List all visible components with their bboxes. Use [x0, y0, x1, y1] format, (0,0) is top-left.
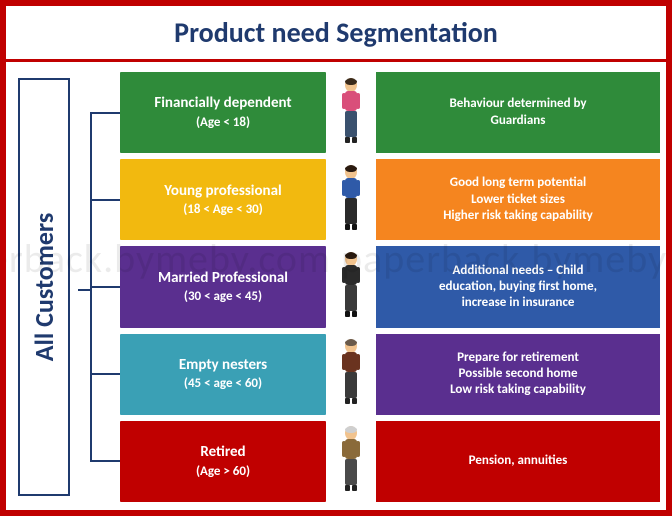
- root-node: All Customers: [18, 78, 70, 496]
- segment-title: Financially dependent: [154, 95, 291, 112]
- title-bar: Product need Segmentation: [6, 6, 666, 62]
- persona: [330, 159, 372, 240]
- connector-branch: [90, 112, 120, 114]
- detail-box: Good long term potentialLower ticket siz…: [376, 159, 660, 240]
- persona-icon: [337, 164, 365, 236]
- detail-line: Higher risk taking capability: [443, 208, 593, 224]
- detail-box: Prepare for retirementPossible second ho…: [376, 334, 660, 415]
- segment-box: Retired (Age > 60): [120, 421, 326, 502]
- detail-line: Pension, annuities: [469, 453, 568, 469]
- detail-line: education, buying first home,: [439, 279, 597, 295]
- detail-line: Good long term potential: [450, 175, 586, 191]
- detail-line: Guardians: [491, 113, 546, 129]
- segment-subtitle: (Age > 60): [196, 464, 250, 479]
- segment-subtitle: (18 < Age < 30): [183, 202, 263, 217]
- connector-column: [78, 68, 120, 510]
- detail-box: Pension, annuities: [376, 421, 660, 502]
- segment-subtitle: (45 < age < 60): [184, 376, 262, 391]
- detail-line: increase in insurance: [462, 295, 575, 311]
- segment-row: Retired (Age > 60) Pension, annuities: [120, 421, 660, 502]
- detail-line: Behaviour determined by: [449, 96, 586, 112]
- root-label: All Customers: [28, 213, 60, 361]
- diagram-title: Product need Segmentation: [174, 15, 498, 50]
- segment-subtitle: (30 < age < 45): [184, 289, 262, 304]
- detail-line: Additional needs – Child: [453, 263, 584, 279]
- segment-title: Empty nesters: [179, 357, 267, 374]
- segments-column: Financially dependent (Age < 18) Behaviou…: [120, 68, 666, 510]
- detail-box: Behaviour determined byGuardians: [376, 72, 660, 153]
- segment-box: Married Professional (30 < age < 45): [120, 246, 326, 327]
- persona: [330, 72, 372, 153]
- detail-line: Prepare for retirement: [457, 350, 579, 366]
- segment-row: Financially dependent (Age < 18) Behaviou…: [120, 72, 660, 153]
- connector-branch: [90, 373, 120, 375]
- persona: [330, 334, 372, 415]
- detail-box: Additional needs – Childeducation, buyin…: [376, 246, 660, 327]
- segment-subtitle: (Age < 18): [196, 115, 250, 130]
- persona-icon: [337, 77, 365, 149]
- segment-title: Retired: [200, 444, 245, 461]
- persona: [330, 421, 372, 502]
- detail-line: Lower ticket sizes: [471, 192, 565, 208]
- segment-box: Young professional (18 < Age < 30): [120, 159, 326, 240]
- connector-branch: [90, 460, 120, 462]
- segment-title: Young professional: [164, 183, 281, 200]
- segment-title: Married Professional: [158, 270, 288, 287]
- segment-box: Empty nesters (45 < age < 60): [120, 334, 326, 415]
- persona-icon: [337, 425, 365, 497]
- root-column: All Customers: [6, 68, 78, 510]
- connector-stem: [78, 289, 90, 291]
- connector-branch: [90, 286, 120, 288]
- diagram-content: All Customers Financially dependent (Age …: [6, 68, 666, 510]
- persona-icon: [337, 251, 365, 323]
- persona-icon: [337, 338, 365, 410]
- detail-line: Possible second home: [459, 366, 578, 382]
- diagram-frame: Product need Segmentation All Customers …: [0, 0, 672, 516]
- segment-row: Married Professional (30 < age < 45) Addi…: [120, 246, 660, 327]
- persona: [330, 246, 372, 327]
- detail-line: Low risk taking capability: [450, 382, 586, 398]
- segment-row: Empty nesters (45 < age < 60) Prepare for…: [120, 334, 660, 415]
- segment-box: Financially dependent (Age < 18): [120, 72, 326, 153]
- connector-branch: [90, 199, 120, 201]
- segment-row: Young professional (18 < Age < 30) Good l…: [120, 159, 660, 240]
